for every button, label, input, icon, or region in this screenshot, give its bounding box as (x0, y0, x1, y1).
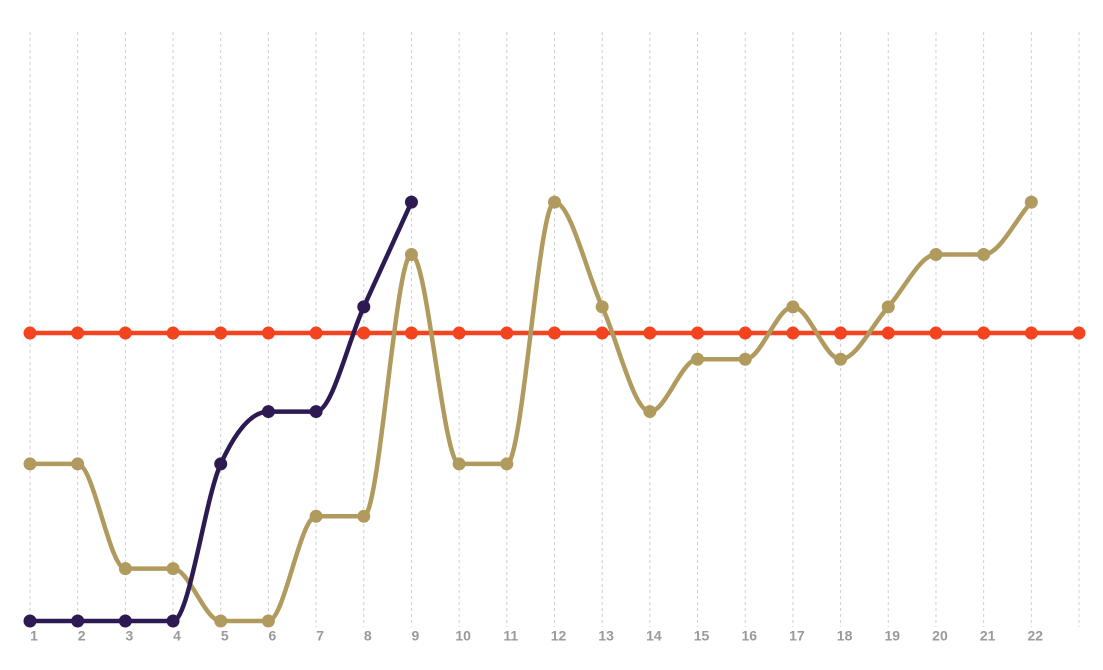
x-tick-label: 1 (30, 628, 38, 644)
data-point (261, 326, 275, 340)
x-tick-label: 19 (884, 628, 900, 644)
x-tick-label: 5 (221, 628, 229, 644)
data-point (23, 326, 37, 340)
x-tick-label: 14 (646, 628, 662, 644)
data-point (309, 326, 323, 340)
data-point (214, 326, 228, 340)
x-tick-label: 11 (503, 628, 518, 644)
x-tick-label: 15 (694, 628, 710, 644)
data-point (23, 614, 37, 628)
data-point (118, 562, 132, 576)
x-tick-label: 18 (837, 628, 853, 644)
data-point (977, 248, 991, 262)
data-point (214, 614, 228, 628)
x-tick-label: 2 (78, 628, 86, 644)
data-point (261, 614, 275, 628)
data-point (881, 300, 895, 314)
data-point (881, 326, 895, 340)
data-point (118, 326, 132, 340)
data-point (1072, 326, 1086, 340)
data-point (71, 457, 85, 471)
data-point (357, 300, 371, 314)
data-point (309, 509, 323, 523)
x-tick-label: 3 (125, 628, 133, 644)
data-point (1024, 326, 1038, 340)
x-tick-label: 4 (173, 628, 181, 644)
data-point (738, 352, 752, 366)
data-point (977, 326, 991, 340)
data-point (166, 614, 180, 628)
data-point (357, 509, 371, 523)
x-tick-label: 12 (551, 628, 567, 644)
x-tick-label: 13 (598, 628, 614, 644)
data-point (166, 326, 180, 340)
data-point (404, 248, 418, 262)
data-point (23, 457, 37, 471)
data-point (71, 326, 85, 340)
data-point (834, 352, 848, 366)
data-point (309, 405, 323, 419)
data-point (595, 300, 609, 314)
data-point (404, 326, 418, 340)
data-point (357, 326, 371, 340)
data-point (261, 405, 275, 419)
data-point (166, 562, 180, 576)
data-point (548, 195, 561, 209)
data-point (929, 248, 943, 262)
x-tick-label: 8 (364, 628, 372, 644)
data-point (738, 326, 752, 340)
data-point (786, 300, 800, 314)
data-point (929, 326, 943, 340)
data-point (404, 195, 418, 209)
data-point (118, 614, 132, 628)
data-point (834, 326, 848, 340)
data-point (452, 326, 466, 340)
x-tick-label: 10 (455, 628, 471, 644)
data-point (1024, 195, 1038, 209)
data-point (691, 352, 705, 366)
x-tick-label: 16 (741, 628, 757, 644)
data-point (595, 326, 609, 340)
data-point (691, 326, 705, 340)
x-tick-label: 17 (789, 628, 805, 644)
data-point (643, 405, 657, 419)
x-tick-label: 20 (932, 628, 948, 644)
series-line (30, 199, 1034, 624)
data-point (500, 326, 514, 340)
x-tick-label: 21 (980, 628, 996, 644)
data-point (643, 326, 657, 340)
x-tick-label: 22 (1028, 628, 1044, 644)
data-point (452, 457, 466, 471)
data-point (786, 326, 800, 340)
data-point (548, 326, 561, 340)
data-point (71, 614, 85, 628)
data-point (214, 457, 228, 471)
x-tick-label: 6 (269, 628, 277, 644)
data-point (500, 457, 514, 471)
x-tick-label: 9 (412, 628, 420, 644)
x-tick-label: 7 (316, 628, 324, 644)
